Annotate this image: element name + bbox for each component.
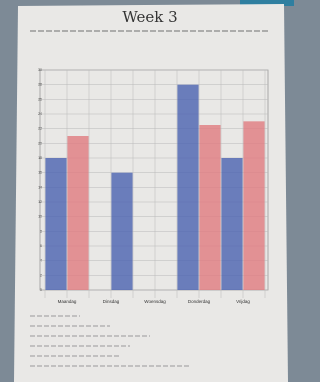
bar bbox=[177, 85, 198, 290]
group-label: Dinsdag bbox=[103, 299, 120, 304]
bar bbox=[67, 136, 88, 290]
bar bbox=[111, 173, 132, 290]
group-label: Maandag bbox=[58, 299, 77, 304]
group-label: Donderdag bbox=[188, 299, 211, 304]
bar bbox=[199, 125, 220, 290]
page: {"chart_data": {"type": "bar", "title": … bbox=[0, 0, 294, 382]
bar bbox=[221, 158, 242, 290]
chart: Week 3 024681012141618202224262830Maanda… bbox=[0, 0, 294, 382]
bar bbox=[243, 121, 264, 290]
bar bbox=[45, 158, 66, 290]
chart-title: Week 3 bbox=[122, 8, 177, 26]
group-label: Vrijdag bbox=[236, 299, 250, 304]
group-label: Woensdag bbox=[144, 299, 166, 304]
